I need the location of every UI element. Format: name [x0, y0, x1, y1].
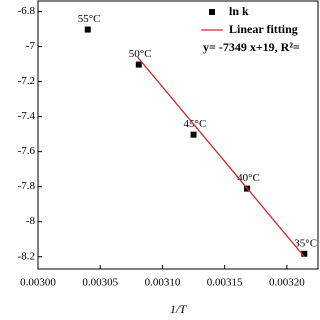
y-tick-label: -6.8 [18, 5, 36, 17]
y-tick-label: -7.2 [18, 75, 35, 87]
y-tick-label: -7 [26, 40, 36, 52]
point-label: 45°C [184, 118, 207, 130]
point [190, 131, 197, 138]
point-label: 50°C [129, 48, 152, 60]
x-tick-label: 0.00305 [82, 277, 118, 289]
fit-line [137, 56, 305, 258]
y-tick-label: -8 [26, 215, 36, 227]
x-tick-label: 0.00300 [20, 277, 56, 289]
plot-frame [37, 0, 319, 270]
point [84, 26, 91, 33]
legend-label: Linear fitting [229, 22, 298, 36]
y-tick-label: -7.4 [18, 110, 36, 122]
y-tick-label: -7.8 [18, 180, 36, 192]
point-label: 35°C [294, 237, 317, 249]
point [301, 250, 308, 257]
y-tick-label: -7.6 [18, 145, 36, 157]
x-axis-label: 1/T [170, 302, 187, 316]
point-label: 40°C [237, 172, 260, 184]
point [135, 61, 142, 68]
y-tick-label: -8.2 [18, 250, 35, 262]
x-tick-label: 0.00320 [269, 277, 305, 289]
legend-label: ln k [229, 4, 249, 18]
fit-equation: y= -7349 x+19, R²= [203, 40, 300, 54]
x-tick-label: 0.00315 [207, 277, 243, 289]
legend-marker [209, 9, 215, 15]
x-tick-label: 0.00310 [145, 277, 181, 289]
point-label: 55°C [78, 13, 101, 25]
